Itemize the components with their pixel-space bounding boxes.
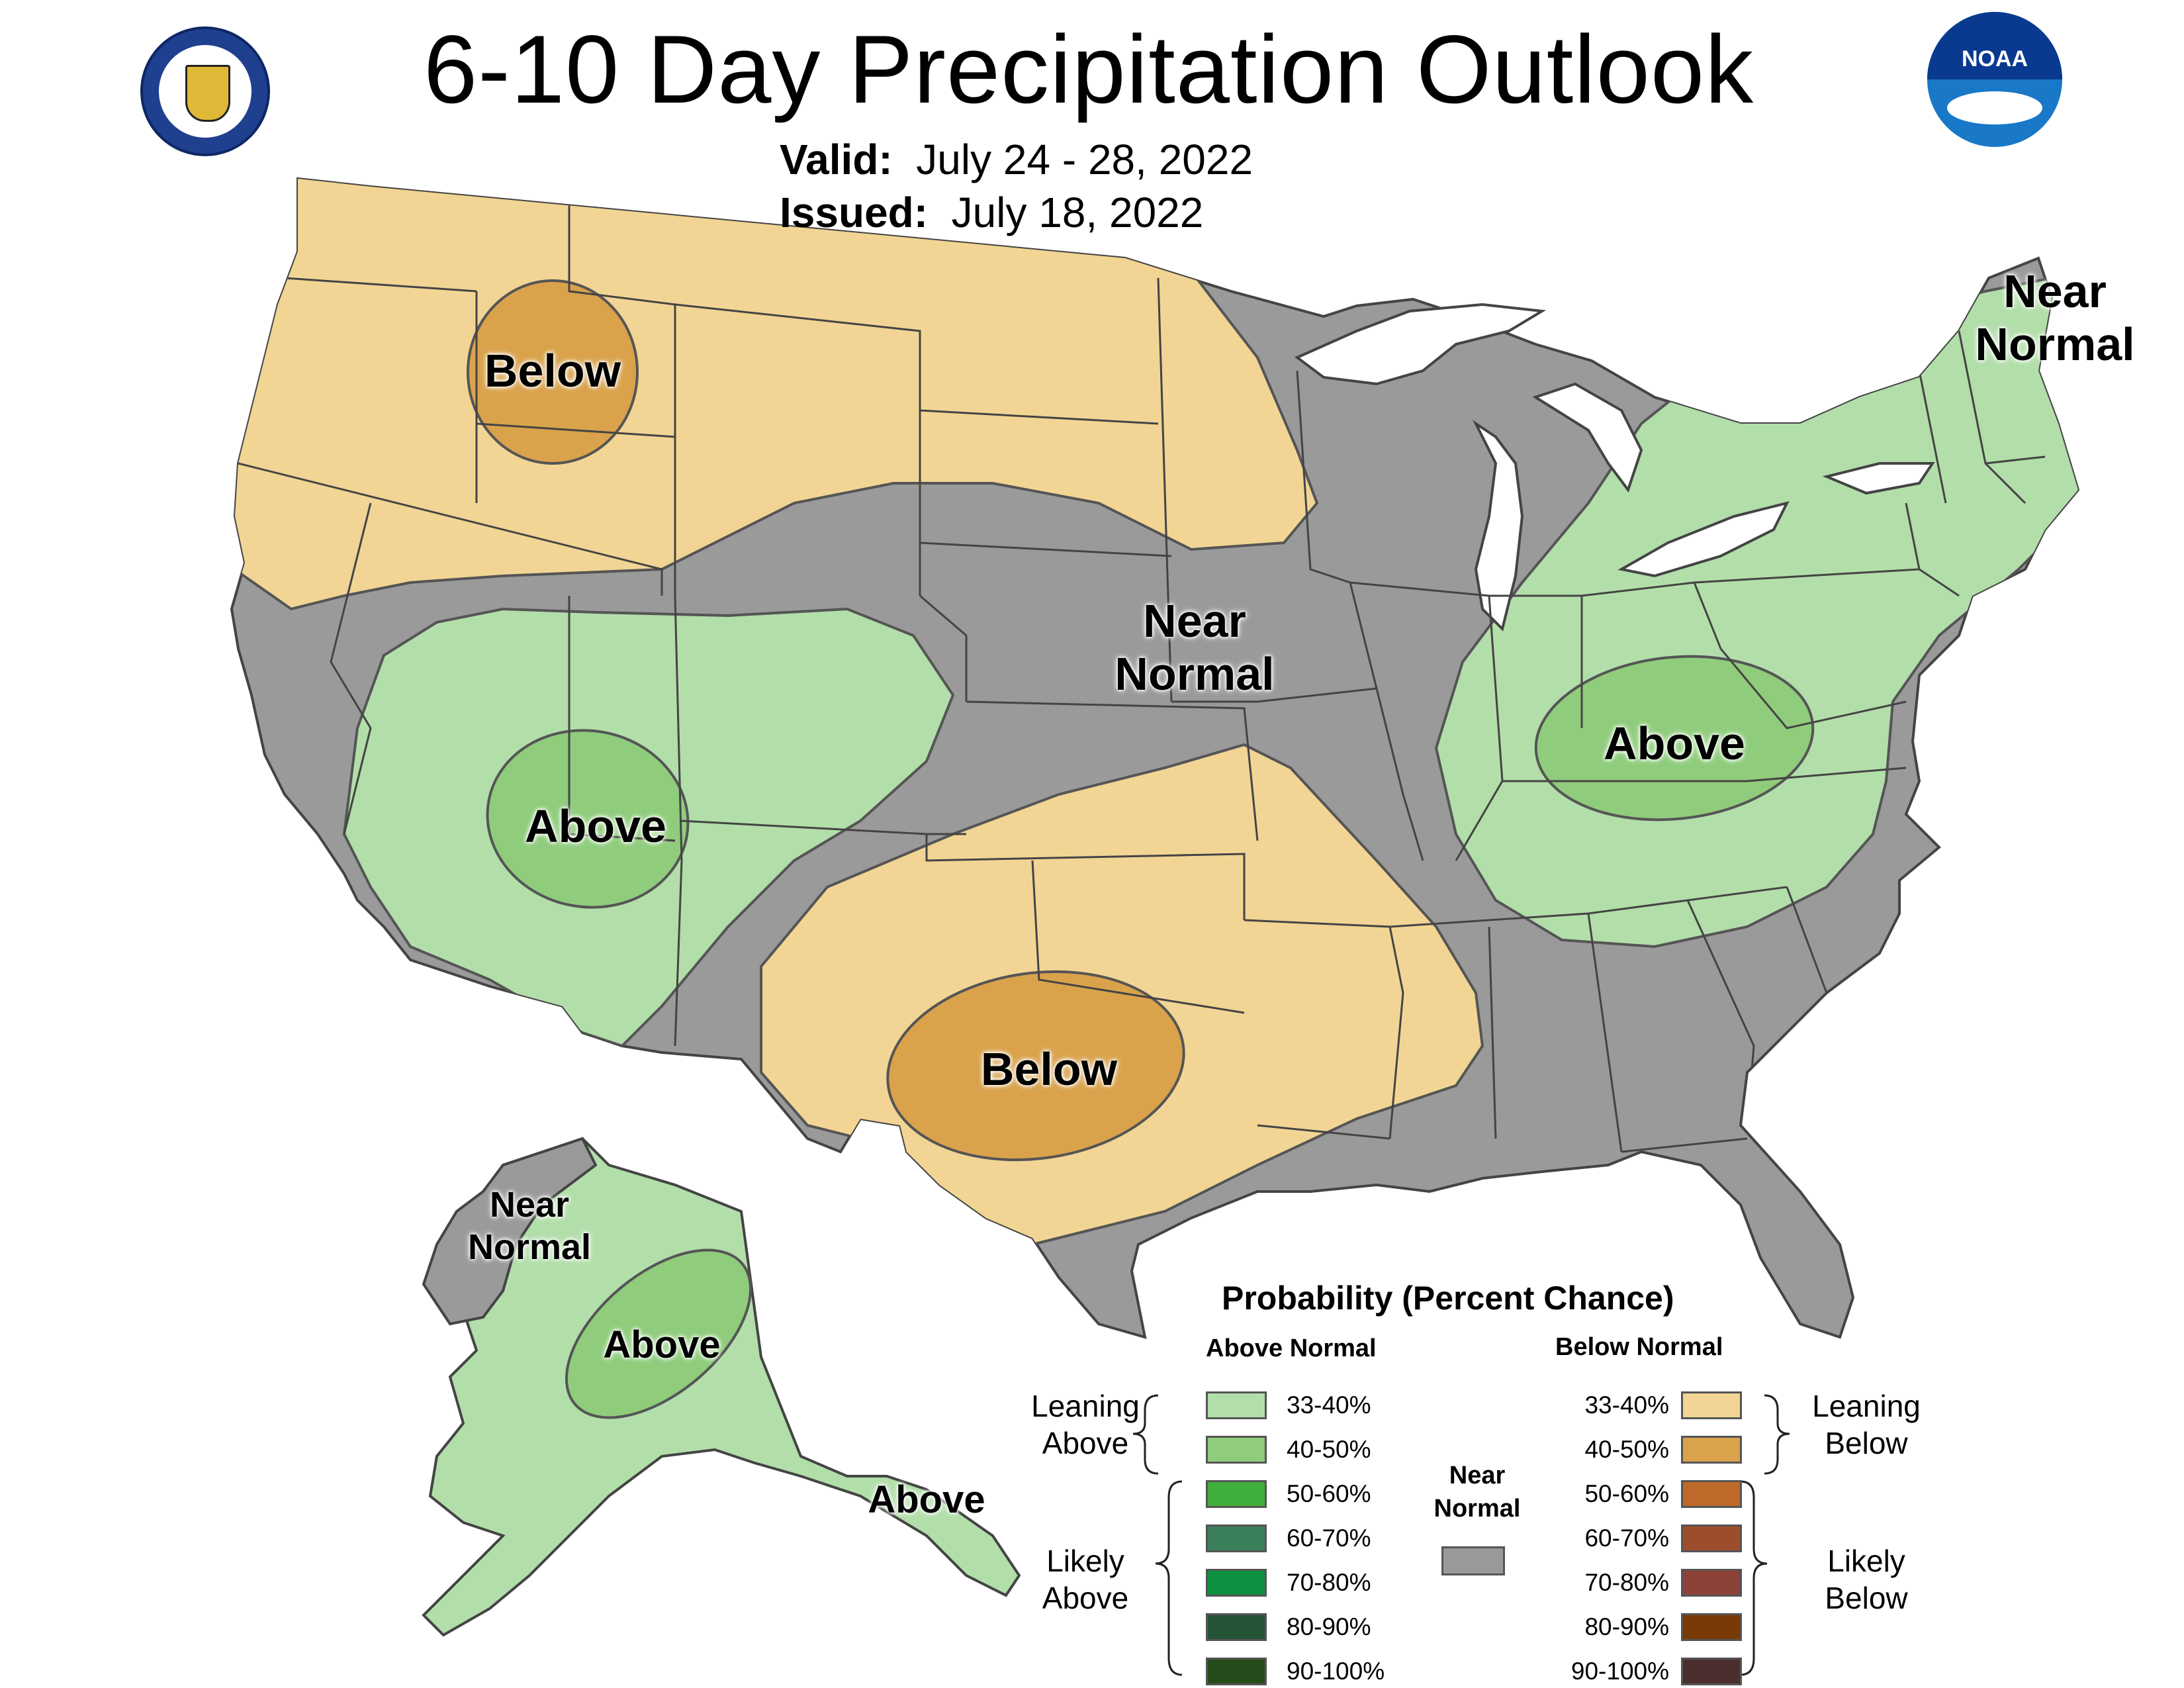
legend-above-header: Above Normal — [1206, 1335, 1377, 1362]
legend-above-label: 60-70% — [1287, 1524, 1371, 1552]
legend-below-swatch — [1681, 1524, 1742, 1552]
region-label-ak-se-above: Above — [868, 1478, 985, 1521]
legend-below-label: 50-60% — [1584, 1480, 1669, 1507]
ohio-above-40-50-area — [1534, 655, 1815, 821]
legend-below-swatch — [1681, 1436, 1742, 1464]
great-lakes — [1295, 303, 1935, 632]
legend-below-swatch — [1681, 1480, 1742, 1508]
legend-above-swatch — [1206, 1569, 1267, 1597]
region-label-sw-above: Above — [525, 800, 666, 852]
legend-above-label: 90-100% — [1287, 1658, 1385, 1685]
region-label-ak-above: Above — [603, 1323, 721, 1366]
legend-above-label: 70-80% — [1287, 1569, 1371, 1596]
page-title: 6-10 Day Precipitation Outlook — [424, 15, 1754, 123]
region-label-ne-near: Near Normal — [1975, 265, 2135, 370]
state-borders — [238, 199, 2046, 1153]
legend-group-likely-above: Likely Above — [1042, 1544, 1129, 1615]
legend-above-label: 80-90% — [1287, 1613, 1371, 1640]
region-label-tx-below: Below — [980, 1043, 1118, 1095]
legend-near-label: Near Normal — [1433, 1462, 1521, 1523]
region-label-ohio-above: Above — [1604, 718, 1745, 769]
valid-value: July 24 - 28, 2022 — [916, 136, 1253, 183]
region-label-central-near: Near Normal — [1115, 595, 1275, 700]
legend-below-header: Below Normal — [1555, 1333, 1723, 1361]
noaa-logo-text: NOAA — [1961, 46, 2028, 71]
legend-below-label: 33-40% — [1584, 1391, 1669, 1419]
nw-below-33-40-area — [232, 179, 1319, 611]
issued-line: Issued: July 18, 2022 — [780, 189, 1203, 236]
legend-below-swatch — [1681, 1613, 1742, 1641]
legend-below-swatch — [1681, 1658, 1742, 1685]
legend-below-swatch — [1681, 1391, 1742, 1419]
noaa-bird-icon — [1947, 91, 2042, 124]
alaska-near-normal-area — [422, 1137, 598, 1326]
legend-group-likely-below: Likely Below — [1825, 1544, 1908, 1615]
issued-value: July 18, 2022 — [951, 189, 1204, 236]
legend-below-label: 70-80% — [1584, 1569, 1669, 1596]
legend-above-swatch — [1206, 1391, 1267, 1419]
valid-line: Valid: July 24 - 28, 2022 — [780, 136, 1253, 183]
valid-label: Valid: — [780, 136, 893, 183]
legend-below-label: 40-50% — [1584, 1436, 1669, 1463]
alaska-above-40-50-area — [565, 1248, 752, 1419]
legend-above-swatch — [1206, 1436, 1267, 1464]
legend-title: Probability (Percent Chance) — [1222, 1280, 1674, 1317]
legend-above-label: 50-60% — [1287, 1480, 1371, 1507]
sw-above-40-50-area — [486, 729, 690, 909]
legend-above-label: 40-50% — [1287, 1436, 1371, 1463]
legend-below-swatch — [1681, 1569, 1742, 1597]
legend-above-swatch — [1206, 1658, 1267, 1685]
legend-above-label: 33-40% — [1287, 1391, 1371, 1419]
region-label-nw-below: Below — [484, 345, 621, 397]
legend-above-swatch — [1206, 1524, 1267, 1552]
noaa-logo: NOAA — [1927, 12, 2062, 147]
legend-above-swatch — [1206, 1613, 1267, 1641]
legend-below-label: 80-90% — [1584, 1613, 1669, 1640]
legend-below-label: 90-100% — [1570, 1658, 1669, 1685]
eagle-shield-icon — [185, 65, 230, 122]
tx-below-40-50-area — [886, 970, 1185, 1162]
legend-group-leaning-below: Leaning Below — [1812, 1389, 1921, 1460]
legend-group-leaning-above: Leaning Above — [1031, 1389, 1140, 1460]
nw-below-40-50-area — [467, 279, 639, 465]
commerce-seal-logo — [140, 26, 270, 156]
legend-above-swatch — [1206, 1480, 1267, 1508]
region-label-ak-near: Near Normal — [467, 1185, 592, 1267]
legend-near-swatch — [1441, 1546, 1505, 1575]
alaska-above-33-40-area — [422, 1137, 1021, 1637]
legend-below-label: 60-70% — [1584, 1524, 1669, 1552]
issued-label: Issued: — [780, 189, 929, 236]
